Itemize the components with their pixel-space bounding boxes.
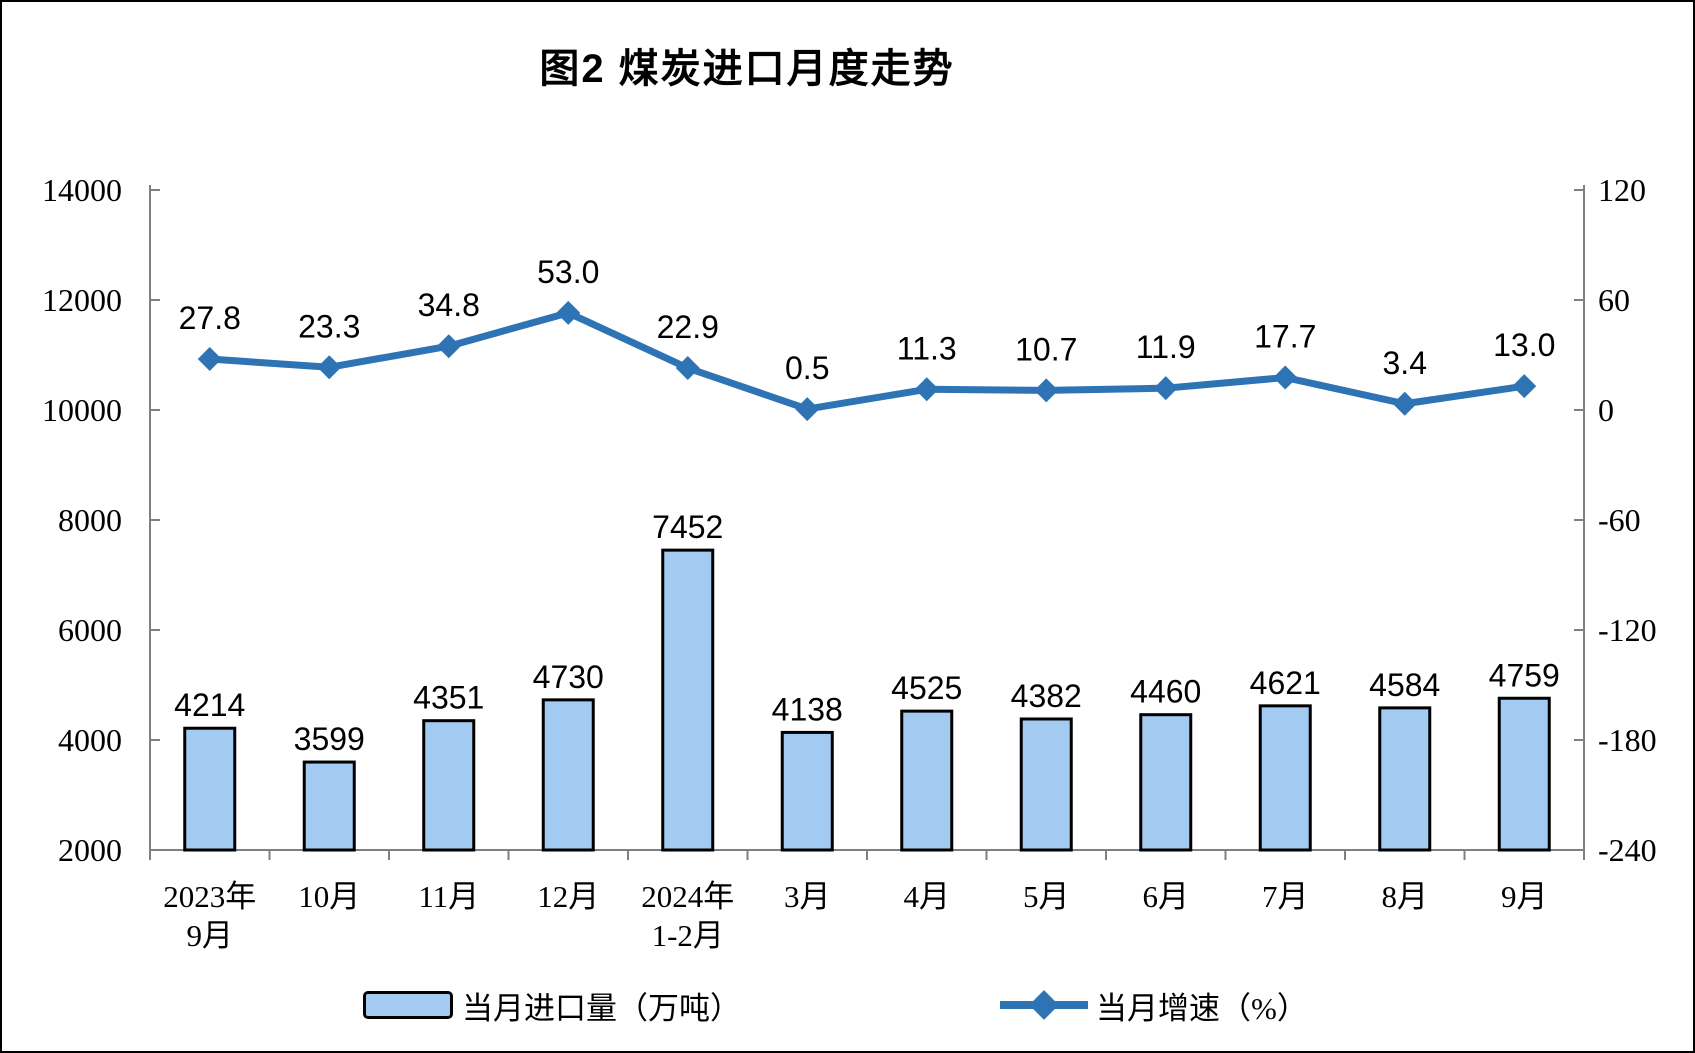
right-axis-tick-label: -240: [1598, 832, 1657, 868]
x-axis-category-label: 2024年: [641, 879, 734, 914]
x-axis-category-label: 8月: [1382, 879, 1429, 914]
line-value-label: 17.7: [1254, 319, 1316, 355]
bar: [900, 709, 954, 852]
line-value-label: 13.0: [1493, 327, 1555, 363]
diamond-marker-icon: [197, 347, 222, 372]
bar: [1378, 706, 1432, 852]
left-axis-tick-label: 12000: [42, 282, 122, 318]
line-value-label: 11.3: [897, 330, 957, 366]
bar-legend-swatch: [363, 991, 453, 1019]
diamond-marker-icon: [1153, 376, 1178, 401]
diamond-marker-icon: [1392, 391, 1417, 416]
right-axis-tick-label: 60: [1598, 282, 1630, 318]
line-value-label: 53.0: [537, 254, 599, 290]
x-axis-category-label: 9月: [187, 918, 234, 953]
bar: [661, 548, 715, 852]
diamond-marker-icon: [1029, 990, 1059, 1020]
left-axis-tick-label: 14000: [42, 172, 122, 208]
right-axis-tick-label: -60: [1598, 502, 1641, 538]
x-axis-category-label: 7月: [1262, 879, 1309, 914]
line-legend-label: 当月增速（%）: [1096, 990, 1308, 1026]
bar-value-label: 4214: [174, 687, 245, 723]
bar-value-label: 4382: [1011, 678, 1082, 714]
bar-value-label: 4138: [772, 691, 843, 727]
line-value-label: 34.8: [418, 287, 480, 323]
bar: [780, 730, 834, 852]
bar: [1139, 713, 1193, 852]
bar-value-label: 4351: [413, 680, 484, 716]
bar-value-label: 4584: [1369, 667, 1440, 703]
diamond-marker-icon: [317, 355, 342, 380]
x-axis-category-label: 11月: [418, 879, 479, 914]
x-axis-category-label: 3月: [784, 879, 831, 914]
x-axis-category-label: 4月: [904, 879, 951, 914]
bar-value-label: 4759: [1489, 657, 1560, 693]
bar-value-label: 7452: [652, 509, 723, 545]
right-axis-tick-label: -120: [1598, 612, 1657, 648]
x-axis-category-label: 12月: [537, 879, 599, 914]
bar-value-label: 4730: [533, 659, 604, 695]
bar-legend-label: 当月进口量（万吨）: [462, 990, 741, 1026]
legend-item-imports: 当月进口量（万吨）: [363, 986, 741, 1026]
legend-item-growth: 当月增速（%）: [1000, 986, 1308, 1026]
line-value-label: 23.3: [298, 308, 360, 344]
bar: [1258, 704, 1312, 852]
diamond-marker-icon: [1512, 374, 1537, 399]
right-axis-tick-label: 0: [1598, 392, 1614, 428]
bar-value-label: 4621: [1250, 665, 1321, 701]
x-axis-category-label: 10月: [298, 879, 360, 914]
line-value-label: 27.8: [179, 300, 241, 336]
chart-title: 图2 煤炭进口月度走势: [539, 47, 955, 91]
x-axis-category-label: 5月: [1023, 879, 1070, 914]
line-legend-swatch: [1000, 990, 1088, 1020]
x-axis-category-label: 9月: [1501, 879, 1548, 914]
bar-value-label: 3599: [294, 721, 365, 757]
growth-line: [206, 309, 1528, 413]
line-value-label: 22.9: [657, 309, 719, 345]
bar: [422, 719, 476, 852]
bar: [1497, 696, 1551, 852]
line-value-label: 10.7: [1015, 331, 1077, 367]
bar: [1019, 717, 1073, 852]
right-axis-tick-label: 120: [1598, 172, 1646, 208]
left-axis-tick-label: 10000: [42, 392, 122, 428]
line-value-label: 0.5: [785, 350, 829, 386]
left-axis-tick-label: 4000: [58, 722, 122, 758]
bar: [541, 698, 595, 852]
diamond-marker-icon: [556, 300, 581, 325]
diamond-marker-icon: [675, 356, 700, 381]
x-axis-category-label: 2023年: [163, 879, 256, 914]
diamond-marker-icon: [914, 377, 939, 402]
left-axis-tick-label: 8000: [58, 502, 122, 538]
diamond-marker-icon: [436, 334, 461, 359]
line-value-label: 3.4: [1383, 345, 1427, 381]
bar-value-label: 4460: [1130, 674, 1201, 710]
diamond-marker-icon: [1273, 365, 1298, 390]
right-axis-tick-label: -180: [1598, 722, 1657, 758]
left-axis-tick-label: 2000: [58, 832, 122, 868]
bar: [183, 726, 237, 852]
left-axis-tick-label: 6000: [58, 612, 122, 648]
x-axis-category-label: 1-2月: [652, 918, 724, 953]
bar: [302, 760, 356, 852]
x-axis-category-label: 6月: [1143, 879, 1190, 914]
bar-value-label: 4525: [891, 670, 962, 706]
diamond-marker-icon: [1034, 378, 1059, 403]
line-value-label: 11.9: [1136, 329, 1196, 365]
diamond-marker-icon: [795, 397, 820, 422]
